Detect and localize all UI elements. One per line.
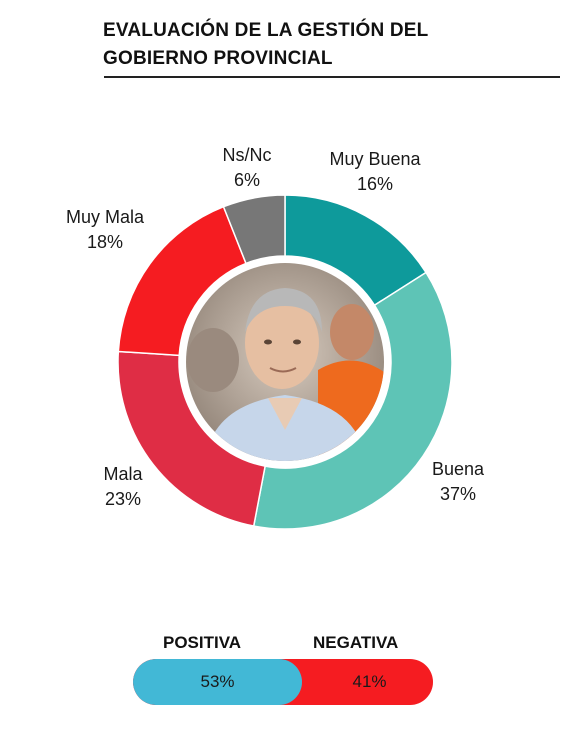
slice-label-muy-mala: Muy Mala 18% <box>66 205 144 255</box>
slice-label-muy-buena: Muy Buena 16% <box>330 147 421 197</box>
slice-label-buena: Buena 37% <box>432 457 484 507</box>
slice-value: 6% <box>233 170 260 190</box>
chart-title-line-2: GOBIERNO PROVINCIAL <box>103 48 333 69</box>
slice-name: Muy Buena <box>329 149 421 169</box>
positive-heading: POSITIVA <box>163 633 242 652</box>
negative-heading: NEGATIVA <box>313 633 399 652</box>
slice-buena <box>252 271 453 530</box>
slice-name: Ns/Nc <box>222 145 272 165</box>
slice-value: 16% <box>357 174 394 194</box>
slice-name: Buena <box>432 459 485 479</box>
slice-value: 23% <box>104 489 142 509</box>
slice-label-mala: Mala 23% <box>104 462 143 512</box>
chart-title: EVALUACIÓN DE LA GESTIÓN DEL GOBIERNO PR… <box>103 17 428 73</box>
donut-chart <box>117 194 453 530</box>
positive-segment: 53% <box>133 659 302 705</box>
slice-name: Mala <box>103 464 143 484</box>
summary-bar: 41% 53% <box>133 659 433 705</box>
slice-value: 18% <box>87 232 124 252</box>
slice-value: 37% <box>440 484 477 504</box>
chart-title-line-1: EVALUACIÓN DE LA GESTIÓN DEL <box>103 20 429 41</box>
slice-name: Muy Mala <box>66 207 145 227</box>
positive-value: 53% <box>200 672 235 691</box>
title-divider <box>104 76 560 78</box>
negative-value: 41% <box>352 672 387 691</box>
portrait-photo <box>186 263 384 461</box>
slice-label-ns-nc: Ns/Nc 6% <box>223 143 272 193</box>
